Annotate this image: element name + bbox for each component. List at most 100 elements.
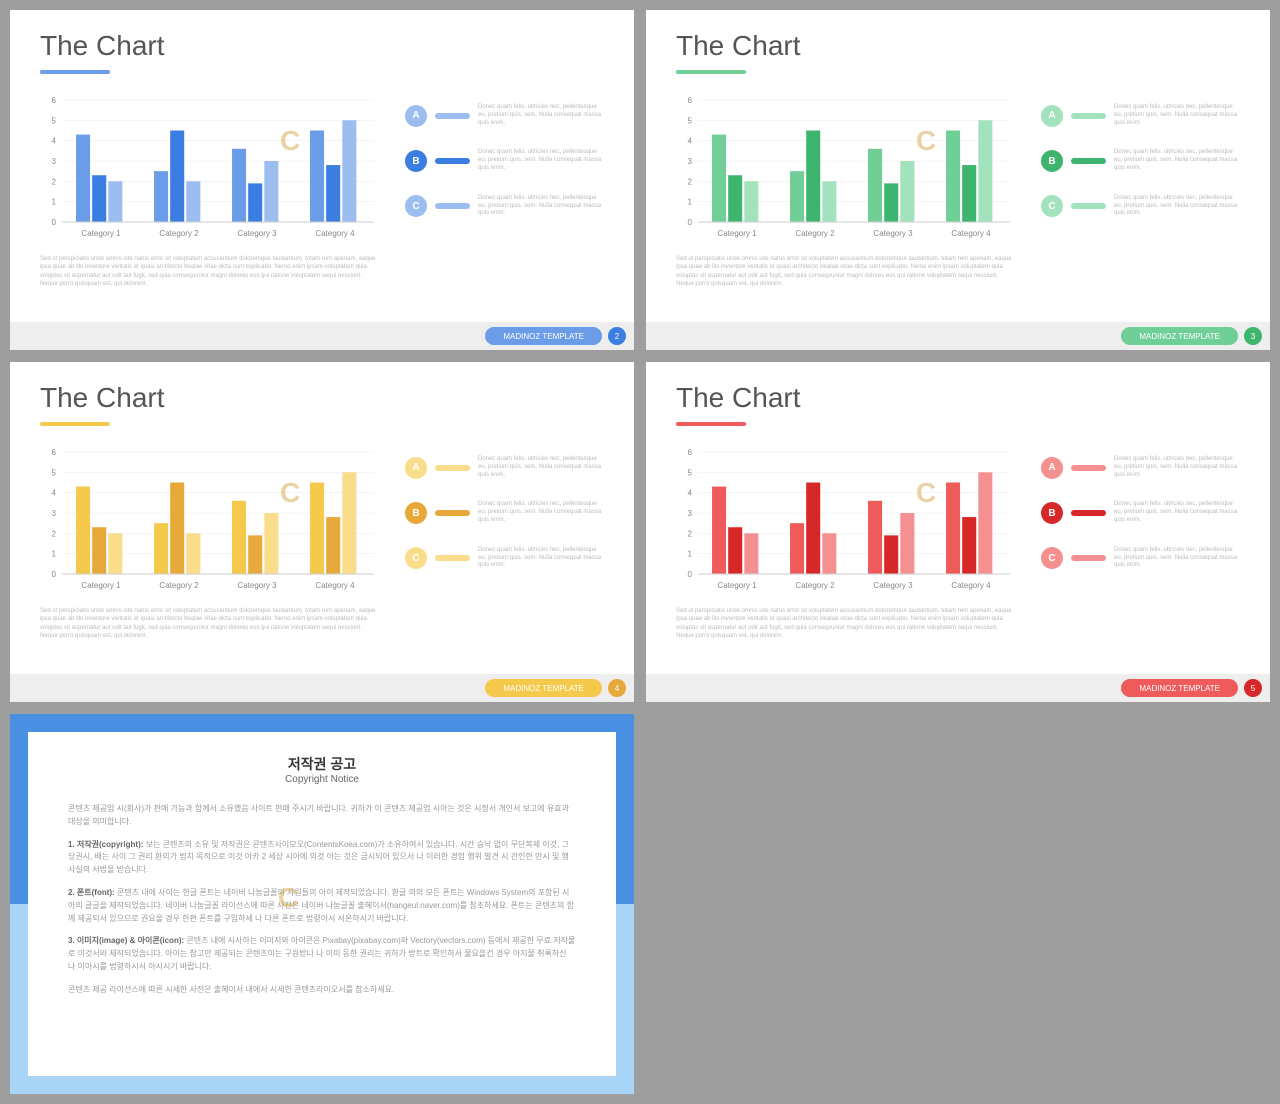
bar	[806, 131, 820, 223]
legend-item: C Donec quam felis, ultricies nec, pelle…	[1041, 195, 1240, 218]
chart-area: 0123456Category 1Category 2Category 3Cat…	[40, 94, 380, 289]
title-underline	[40, 422, 110, 426]
svg-text:1: 1	[52, 198, 57, 207]
svg-text:2: 2	[52, 529, 57, 538]
legend-item: B Donec quam felis, ultricies nec, pelle…	[1041, 501, 1240, 524]
bar	[884, 183, 898, 222]
legend-badge: B	[1041, 502, 1063, 524]
legend-text: Donec quam felis, ultricies nec, pellent…	[478, 547, 604, 570]
chart-description: Sed ut perspiciatis unde omnis iste natu…	[676, 255, 1016, 289]
legend-text: Donec quam felis, ultricies nec, pellent…	[1114, 501, 1240, 524]
legend-bar	[1071, 465, 1106, 471]
chart-slide: The Chart 0123456Category 1Category 2Cat…	[646, 362, 1270, 702]
bar	[790, 523, 804, 574]
bar	[868, 149, 882, 222]
svg-text:Category 3: Category 3	[237, 581, 277, 590]
bar	[978, 472, 992, 574]
bar	[232, 501, 246, 574]
svg-text:6: 6	[688, 448, 693, 457]
bar-chart: 0123456Category 1Category 2Category 3Cat…	[40, 446, 380, 596]
legend: A Donec quam felis, ultricies nec, pelle…	[405, 446, 604, 641]
svg-text:Category 4: Category 4	[315, 229, 355, 238]
svg-text:3: 3	[52, 157, 57, 166]
footer-template-label: MADINOZ TEMPLATE	[485, 327, 602, 345]
svg-text:Category 4: Category 4	[951, 229, 991, 238]
slide-title: The Chart	[40, 382, 604, 414]
legend-text: Donec quam felis, ultricies nec, pellent…	[478, 501, 604, 524]
legend-badge: B	[1041, 150, 1063, 172]
bar	[248, 535, 262, 574]
bar	[728, 527, 742, 574]
svg-text:Category 2: Category 2	[159, 229, 199, 238]
svg-text:0: 0	[688, 218, 693, 227]
slide-footer: MADINOZ TEMPLATE 4	[10, 674, 634, 702]
svg-text:4: 4	[688, 489, 693, 498]
legend-item: B Donec quam felis, ultricies nec, pelle…	[405, 149, 604, 172]
bar	[232, 149, 246, 222]
svg-text:Category 2: Category 2	[159, 581, 199, 590]
svg-text:5: 5	[52, 116, 57, 125]
bar	[822, 533, 836, 574]
legend-item: C Donec quam felis, ultricies nec, pelle…	[1041, 547, 1240, 570]
slide-footer: MADINOZ TEMPLATE 2	[10, 322, 634, 350]
bar	[108, 533, 122, 574]
footer-page-number: 4	[608, 679, 626, 697]
svg-text:3: 3	[688, 509, 693, 518]
legend-bar	[435, 113, 470, 119]
bar	[154, 171, 168, 222]
bar-chart: 0123456Category 1Category 2Category 3Cat…	[40, 94, 380, 244]
legend-text: Donec quam felis, ultricies nec, pellent…	[1114, 456, 1240, 479]
bar	[186, 181, 200, 222]
chart-description: Sed ut perspiciatis unde omnis iste natu…	[40, 607, 380, 641]
svg-text:Category 4: Category 4	[951, 581, 991, 590]
slide-title: The Chart	[676, 382, 1240, 414]
bar	[728, 175, 742, 222]
legend-badge: A	[405, 457, 427, 479]
legend-text: Donec quam felis, ultricies nec, pellent…	[478, 149, 604, 172]
bar	[76, 487, 90, 574]
legend-bar	[1071, 113, 1106, 119]
svg-text:1: 1	[688, 550, 693, 559]
svg-text:0: 0	[688, 570, 693, 579]
bar	[248, 183, 262, 222]
svg-text:Category 4: Category 4	[315, 581, 355, 590]
copyright-paragraph: 콘텐츠 제공 라이선스에 따른 시세한 사전은 출혜이서 내에서 시세한 콘텐츠…	[68, 984, 576, 997]
bar	[92, 527, 106, 574]
svg-text:5: 5	[52, 468, 57, 477]
chart-description: Sed ut perspiciatis unde omnis iste natu…	[676, 607, 1016, 641]
legend-bar	[1071, 203, 1106, 209]
bar	[186, 533, 200, 574]
legend-item: A Donec quam felis, ultricies nec, pelle…	[1041, 456, 1240, 479]
legend-text: Donec quam felis, ultricies nec, pellent…	[478, 456, 604, 479]
footer-template-label: MADINOZ TEMPLATE	[485, 679, 602, 697]
bar	[806, 483, 820, 575]
svg-text:Category 1: Category 1	[717, 229, 757, 238]
title-underline	[676, 70, 746, 74]
svg-text:3: 3	[688, 157, 693, 166]
copyright-title: 저작권 공고	[68, 754, 576, 774]
legend-text: Donec quam felis, ultricies nec, pellent…	[478, 195, 604, 218]
bar	[170, 483, 184, 575]
svg-text:Category 3: Category 3	[873, 581, 913, 590]
svg-text:0: 0	[52, 218, 57, 227]
legend-text: Donec quam felis, ultricies nec, pellent…	[1114, 149, 1240, 172]
bar	[326, 517, 340, 574]
bar	[884, 535, 898, 574]
copyright-paragraph: 2. 폰트(font): 콘텐츠 내에 사이는 한글 폰트는 네이버 나눔글꼴의…	[68, 887, 576, 925]
bar	[790, 171, 804, 222]
svg-text:6: 6	[52, 96, 57, 105]
bar	[744, 533, 758, 574]
svg-text:5: 5	[688, 468, 693, 477]
legend-item: C Donec quam felis, ultricies nec, pelle…	[405, 547, 604, 570]
legend-badge: B	[405, 502, 427, 524]
bar	[310, 483, 324, 575]
svg-text:6: 6	[52, 448, 57, 457]
bar	[76, 135, 90, 222]
bar	[962, 165, 976, 222]
footer-page-number: 5	[1244, 679, 1262, 697]
svg-text:Category 1: Category 1	[81, 581, 121, 590]
chart-area: 0123456Category 1Category 2Category 3Cat…	[40, 446, 380, 641]
bar	[822, 181, 836, 222]
svg-text:1: 1	[688, 198, 693, 207]
chart-area: 0123456Category 1Category 2Category 3Cat…	[676, 94, 1016, 289]
